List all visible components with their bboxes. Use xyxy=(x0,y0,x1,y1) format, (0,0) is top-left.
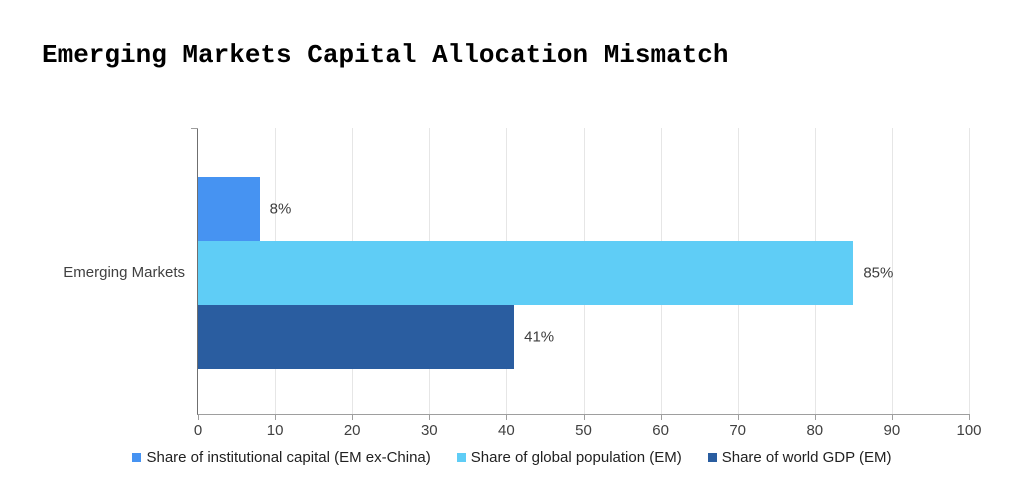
gridline xyxy=(891,128,893,414)
x-axis-tick-label: 30 xyxy=(420,422,438,439)
x-axis-tick xyxy=(891,414,893,420)
x-axis-tick-label: 70 xyxy=(729,422,747,439)
chart-title: Emerging Markets Capital Allocation Mism… xyxy=(42,40,729,70)
legend-swatch-icon xyxy=(456,453,466,462)
legend-label: Share of global population (EM) xyxy=(470,449,682,466)
legend-label: Share of institutional capital (EM ex-Ch… xyxy=(146,449,431,466)
legend-item: Share of institutional capital (EM ex-Ch… xyxy=(132,449,431,466)
x-axis-tick-label: 20 xyxy=(343,422,361,439)
legend-item: Share of world GDP (EM) xyxy=(707,449,892,466)
bar-value-label: 85% xyxy=(863,264,894,282)
x-axis-tick xyxy=(198,414,199,420)
x-axis-tick-label: 0 xyxy=(193,422,203,439)
x-axis-tick-label: 90 xyxy=(883,422,901,439)
x-axis-tick-label: 50 xyxy=(575,422,592,439)
gridline xyxy=(969,128,970,414)
x-axis-tick xyxy=(506,414,508,420)
x-axis-tick xyxy=(814,414,816,420)
x-axis-tick-label: 100 xyxy=(956,422,982,439)
x-axis-tick xyxy=(737,414,739,420)
legend-swatch-icon xyxy=(707,453,717,462)
bar-3 xyxy=(198,305,515,369)
x-axis-tick xyxy=(429,414,431,420)
x-axis-tick xyxy=(660,414,662,420)
legend-label: Share of world GDP (EM) xyxy=(721,449,892,466)
y-axis-end-tick xyxy=(191,128,198,129)
legend-swatch-icon xyxy=(132,453,142,462)
x-axis-tick-label: 10 xyxy=(266,422,284,439)
x-axis-tick-label: 40 xyxy=(498,422,515,439)
legend: Share of institutional capital (EM ex-Ch… xyxy=(0,449,1024,466)
bar-2 xyxy=(198,241,854,305)
bar-1 xyxy=(198,177,260,241)
plot-area: 0 10 20 30 40 50 60 70 80 90 100 8% 85% 41% xyxy=(191,128,982,439)
x-axis-tick xyxy=(352,414,354,420)
x-axis-tick xyxy=(583,414,585,420)
legend-item: Share of global population (EM) xyxy=(456,449,682,466)
bar-value-label: 41% xyxy=(524,328,555,346)
y-axis-category-label: Emerging Markets xyxy=(63,264,185,281)
bar-value-label: 8% xyxy=(269,200,292,218)
x-axis-tick xyxy=(969,414,970,420)
x-axis-tick xyxy=(275,414,277,420)
x-axis-tick-label: 80 xyxy=(806,422,824,439)
x-axis-tick-label: 60 xyxy=(652,422,669,439)
